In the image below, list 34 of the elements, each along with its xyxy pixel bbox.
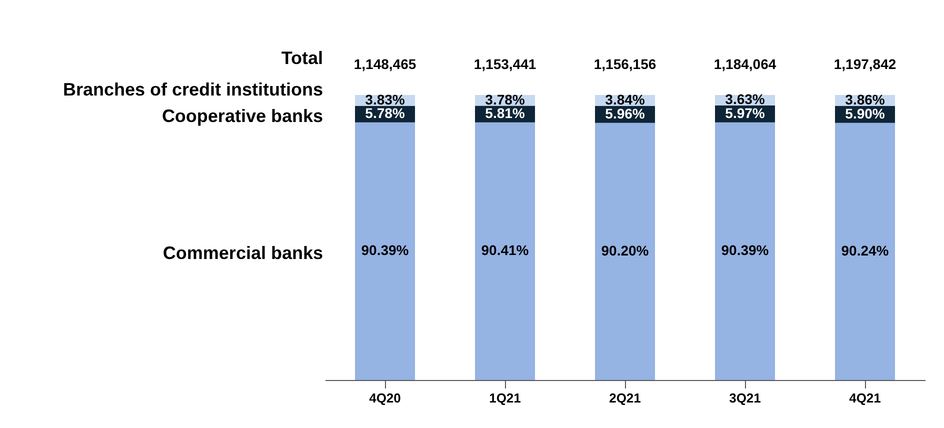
data-label: 90.41%: [481, 242, 530, 258]
data-label: 3.78%: [485, 91, 526, 108]
data-label: 3.83%: [365, 91, 406, 108]
text: Total: [281, 48, 323, 68]
text: 1,148,465: [354, 56, 416, 72]
data-label: 5.81%: [485, 105, 526, 122]
bar: [715, 122, 775, 380]
text: 1,156,156: [594, 56, 656, 72]
x-tick-label: 4Q21: [849, 390, 881, 406]
data-label: 5.97%: [725, 104, 766, 121]
bar: [835, 122, 895, 380]
data-label: 90.39%: [721, 242, 770, 258]
bar: [355, 122, 415, 380]
data-label: 3.86%: [845, 92, 886, 108]
series-label: Commercial banks: [162, 243, 323, 264]
x-tick-label: 3Q21: [729, 390, 761, 406]
x-tick-label: 4Q20: [369, 390, 401, 406]
series-label: Cooperative banks: [162, 106, 323, 126]
data-label: 5.78%: [365, 105, 406, 122]
text: 1,197,842: [834, 56, 896, 72]
text: 1,153,441: [474, 56, 536, 72]
data-label: 90.24%: [841, 242, 890, 258]
data-label: 5.90%: [845, 105, 886, 122]
text: 1,184,064: [714, 56, 776, 72]
data-label: 90.20%: [601, 242, 650, 258]
data-label: 5.96%: [605, 105, 646, 122]
data-label: 90.39%: [361, 242, 410, 258]
x-tick-label: 2Q21: [609, 390, 641, 406]
data-label: 3.84%: [605, 91, 646, 108]
bar: [475, 122, 535, 380]
bar: [595, 122, 655, 380]
series-label: Branches of credit institutions: [62, 79, 323, 100]
data-label: 3.63%: [725, 91, 766, 108]
x-tick-label: 1Q21: [489, 390, 521, 406]
